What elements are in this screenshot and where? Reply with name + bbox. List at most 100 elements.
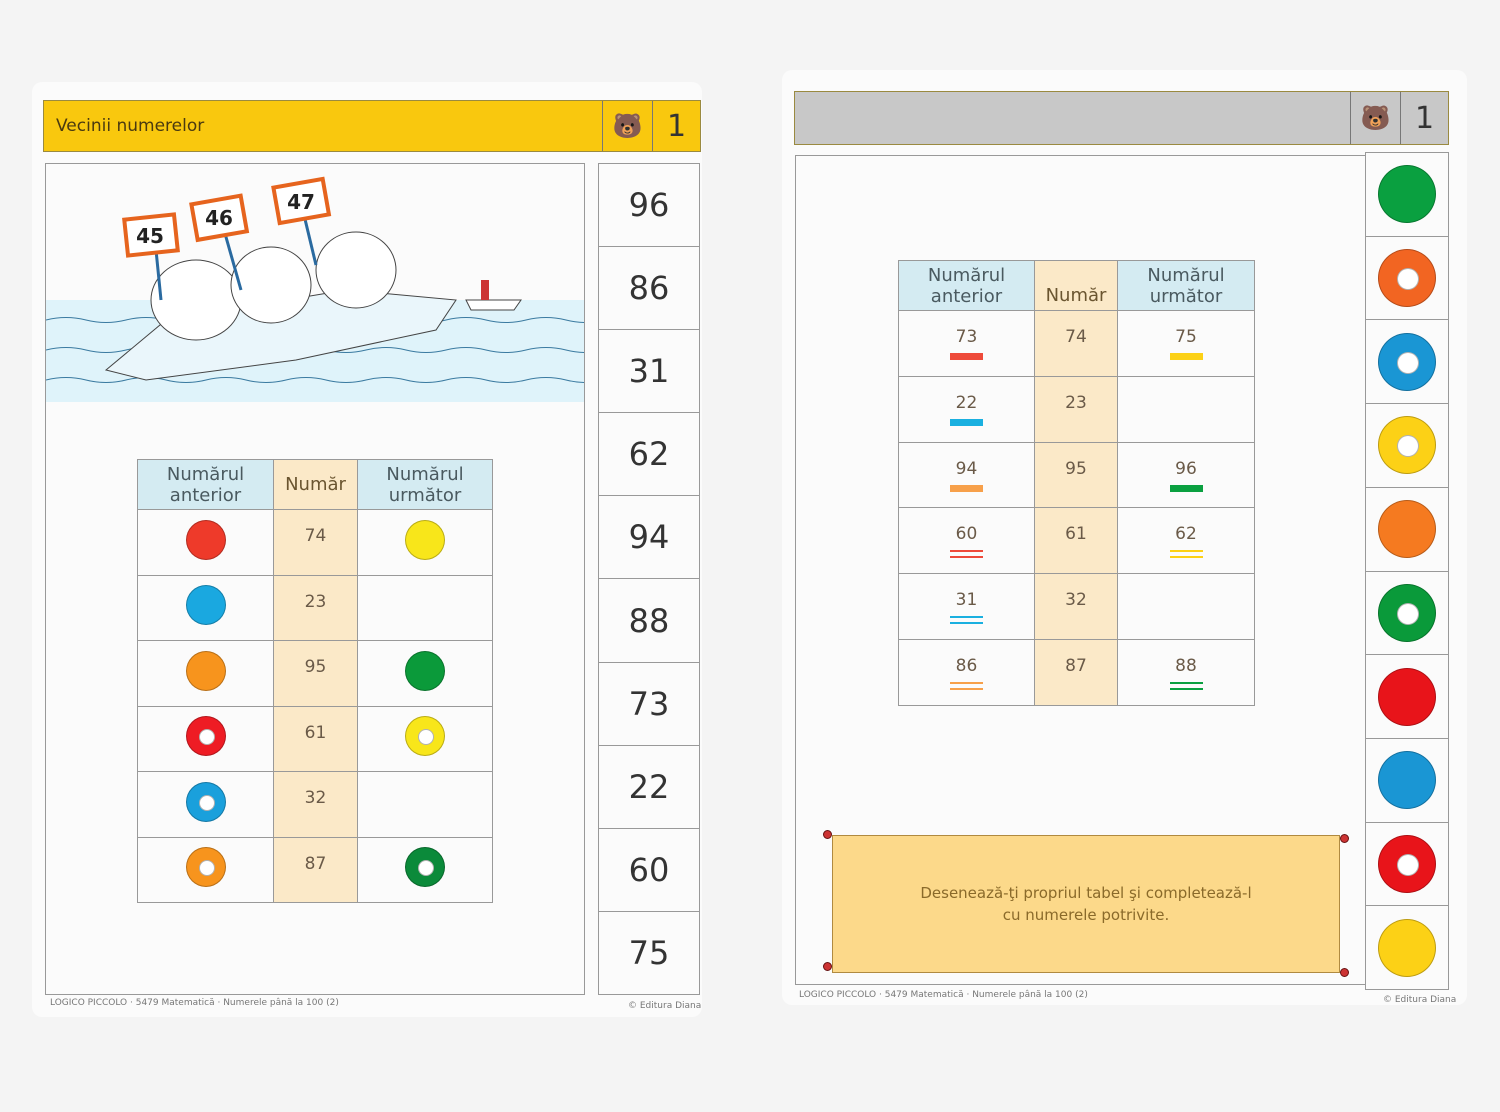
table-row: 95 (137, 640, 493, 707)
answer-color-card[interactable] (1366, 906, 1448, 990)
answer-number-card[interactable]: 60 (599, 828, 699, 912)
previous-cell (137, 509, 274, 576)
answer-number-card[interactable]: 88 (599, 579, 699, 663)
left-neighbors-table: Numărul anterior Număr Numărul următor 7… (137, 459, 493, 903)
number-cell: 32 (1034, 573, 1118, 640)
color-mark (950, 418, 983, 426)
card-number: 1 (652, 101, 700, 151)
number-cell-value: 87 (1065, 655, 1087, 676)
ring-circle-icon (1378, 249, 1436, 308)
number-cell: 23 (1034, 375, 1118, 443)
color-mark (950, 681, 983, 690)
next-cell (357, 705, 493, 772)
number-cell: 95 (273, 640, 358, 707)
next-cell-value: 96 (1175, 458, 1197, 479)
color-mark (950, 550, 983, 559)
left-answer-column: 96 86 31 62 94 88 73 22 60 75 (598, 163, 700, 995)
pin-icon (823, 830, 832, 839)
answer-color-card[interactable] (1366, 320, 1448, 405)
next-cell (357, 509, 493, 576)
right-footer-series: LOGICO PICCOLO · 5479 Matematică · Numer… (799, 990, 1088, 1000)
color-mark (950, 616, 983, 625)
answer-number-card[interactable]: 22 (599, 745, 699, 829)
previous-cell (137, 705, 274, 772)
previous-cell-value: 86 (955, 655, 978, 676)
previous-cell: 31 (898, 573, 1035, 640)
ring-circle-icon (405, 716, 445, 757)
next-cell: 75 (1117, 310, 1255, 377)
number-cell: 23 (273, 574, 358, 641)
ring-circle-icon (405, 847, 445, 888)
number-cell: 61 (1034, 507, 1118, 575)
color-mark (1169, 353, 1203, 360)
answer-color-card[interactable] (1366, 738, 1448, 823)
next-cell: 62 (1117, 507, 1255, 575)
answer-color-card[interactable] (1366, 655, 1448, 739)
ring-circle-icon (1378, 416, 1436, 475)
ring-circle-icon (185, 781, 226, 822)
previous-cell (137, 640, 274, 707)
number-cell-value: 32 (1065, 590, 1087, 611)
answer-number-card[interactable]: 75 (599, 911, 699, 994)
right-footer-publisher: © Editura Diana (1383, 995, 1457, 1005)
answer-color-card[interactable] (1366, 404, 1448, 488)
bear-icon: 🐻 (602, 101, 652, 151)
header-number: Număr (273, 459, 358, 510)
table-row: 61 (137, 705, 493, 772)
previous-cell: 22 (898, 375, 1035, 443)
next-cell-value: 75 (1175, 327, 1197, 347)
card-number: 1 (1400, 92, 1448, 144)
color-mark (950, 484, 983, 492)
answer-number-card[interactable]: 62 (599, 413, 699, 497)
previous-cell-value: 73 (955, 327, 978, 347)
pin-icon (1340, 834, 1349, 843)
next-cell (357, 836, 493, 903)
solid-circle-icon (405, 519, 445, 560)
answer-number-card[interactable]: 73 (599, 662, 699, 746)
solid-circle-icon (1378, 751, 1436, 810)
color-mark (1169, 484, 1203, 492)
solid-circle-icon (1378, 667, 1436, 726)
number-cell: 87 (273, 836, 358, 903)
ring-circle-icon (185, 716, 226, 757)
answer-color-card[interactable] (1366, 153, 1448, 237)
right-answer-column (1365, 152, 1449, 990)
sign-47: 47 (287, 190, 315, 214)
number-cell: 87 (1034, 638, 1118, 706)
next-cell-value: 88 (1175, 655, 1197, 676)
color-mark (1169, 681, 1203, 690)
solid-circle-icon (1378, 165, 1436, 224)
table-row: 86 87 88 (898, 638, 1255, 706)
previous-cell-value: 60 (955, 524, 978, 545)
note-line-2: cu numerele potrivite. (1002, 906, 1170, 924)
table-row: 22 23 (898, 375, 1255, 443)
previous-cell (137, 836, 274, 903)
number-cell: 74 (1034, 310, 1118, 377)
solid-circle-icon (1378, 500, 1436, 559)
previous-cell: 73 (898, 310, 1035, 377)
ring-circle-icon (1378, 583, 1436, 642)
answer-number-card[interactable]: 96 (599, 164, 699, 248)
answer-color-card[interactable] (1366, 822, 1448, 907)
next-cell: 96 (1117, 441, 1255, 509)
answer-color-card[interactable] (1366, 236, 1448, 321)
table-row: 87 (137, 836, 493, 903)
header-previous: Numărul anterior (898, 260, 1035, 311)
previous-cell: 94 (898, 441, 1035, 509)
table-row: 23 (137, 574, 493, 641)
table-row: 31 32 (898, 573, 1255, 640)
left-header: Vecinii numerelor 🐻 1 (43, 100, 701, 152)
answer-color-card[interactable] (1366, 571, 1448, 656)
answer-number-card[interactable]: 86 (599, 247, 699, 331)
answer-color-card[interactable] (1366, 487, 1448, 572)
right-neighbors-table: Numărul anterior Număr Numărul următor 7… (898, 260, 1255, 706)
solid-circle-icon (185, 585, 226, 626)
number-cell-value: 61 (1065, 524, 1087, 545)
number-cell-value: 74 (1065, 327, 1087, 347)
solid-circle-icon (405, 650, 445, 691)
table-row: 32 (137, 771, 493, 838)
solid-circle-icon (1378, 918, 1436, 977)
answer-number-card[interactable]: 31 (599, 330, 699, 414)
answer-number-card[interactable]: 94 (599, 496, 699, 580)
table-row: 73 74 75 (898, 310, 1255, 377)
